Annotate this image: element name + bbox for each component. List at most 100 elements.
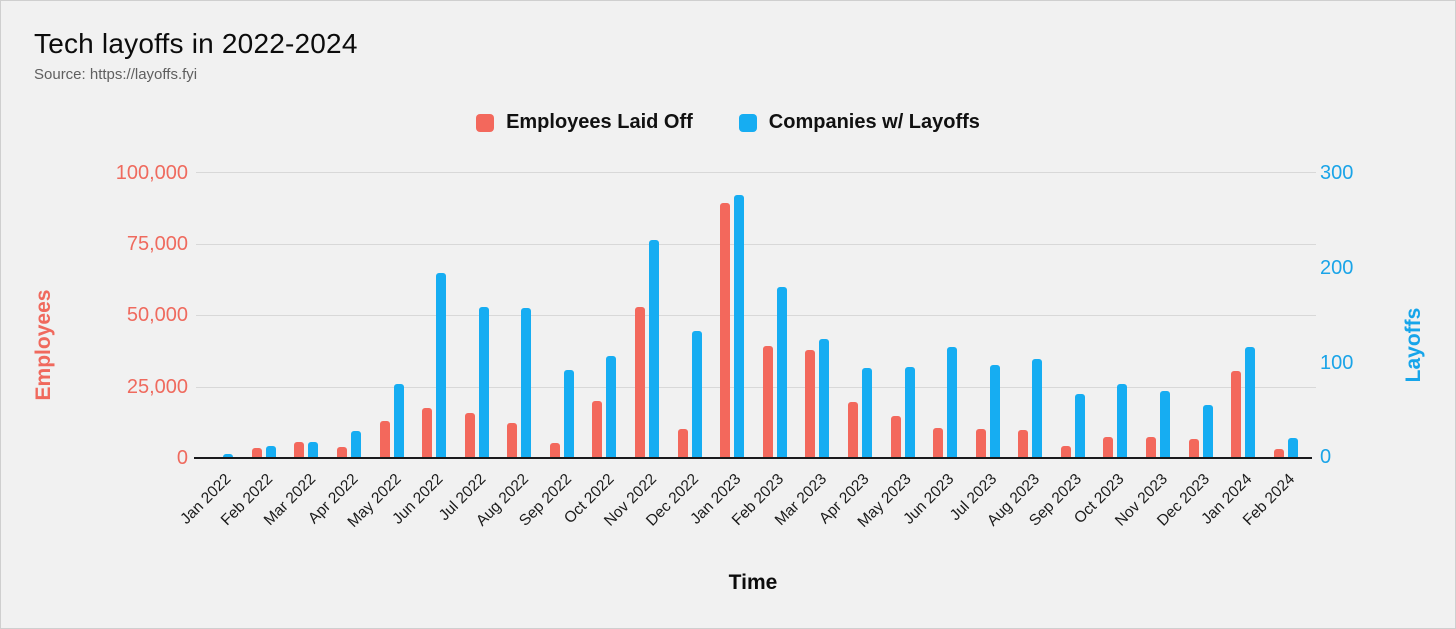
bar-companies-aug-2023 <box>1032 358 1043 458</box>
x-tick-label-may-2023: May 2023 <box>855 470 916 531</box>
y-left-tick-100000: 100,000 <box>115 162 188 184</box>
y-right-tick-100: 100 <box>1320 352 1354 374</box>
x-tick-label-jan-2022: Jan 2022 <box>176 470 234 528</box>
bar-employees-dec-2023 <box>1188 439 1199 458</box>
x-tick-label-feb-2024: Feb 2024 <box>1240 470 1299 529</box>
bar-employees-apr-2022 <box>337 446 348 458</box>
y-left-tick-25000: 25,000 <box>126 376 188 398</box>
x-tick-label-oct-2023: Oct 2023 <box>1071 470 1129 528</box>
bar-employees-dec-2022 <box>677 429 688 458</box>
bar-group-feb-2023 <box>754 172 797 458</box>
x-tick-label-may-2022: May 2022 <box>344 470 405 531</box>
bar-group-aug-2023 <box>1009 172 1052 458</box>
bar-companies-mar-2023 <box>819 338 830 458</box>
bar-group-dec-2023 <box>1179 172 1222 458</box>
bar-companies-may-2022 <box>393 383 404 458</box>
bar-companies-feb-2024 <box>1287 437 1298 458</box>
bar-group-apr-2023 <box>839 172 882 458</box>
bar-group-nov-2022 <box>626 172 669 458</box>
bar-employees-apr-2023 <box>847 402 858 458</box>
plot-area <box>194 172 1316 459</box>
bar-employees-mar-2022 <box>294 442 305 458</box>
x-tick-label-apr-2022: Apr 2022 <box>305 470 362 528</box>
bar-group-jun-2022 <box>413 172 456 458</box>
bar-group-aug-2022 <box>498 172 541 458</box>
x-tick-label-sep-2023: Sep 2023 <box>1026 470 1086 530</box>
bar-group-jul-2023 <box>966 172 1009 458</box>
bar-group-feb-2022 <box>243 172 286 458</box>
y-left-tick-0: 0 <box>176 447 188 469</box>
x-tick-label-feb-2023: Feb 2023 <box>729 470 788 529</box>
bar-employees-jun-2022 <box>422 407 433 458</box>
bar-employees-may-2023 <box>890 415 901 458</box>
x-tick-label-jan-2023: Jan 2023 <box>687 470 745 528</box>
x-tick-label-apr-2023: Apr 2023 <box>816 470 873 528</box>
bar-group-feb-2024 <box>1264 172 1307 458</box>
bar-group-oct-2023 <box>1094 172 1137 458</box>
bar-group-jul-2022 <box>455 172 498 458</box>
bar-companies-jun-2022 <box>436 273 447 458</box>
y-axis-left-title: Employees <box>32 289 55 401</box>
x-tick-label-jun-2023: Jun 2023 <box>900 470 958 528</box>
bar-group-jan-2024 <box>1222 172 1265 458</box>
bar-companies-oct-2023 <box>1117 383 1128 458</box>
bar-employees-mar-2023 <box>805 350 816 458</box>
bar-group-may-2023 <box>881 172 924 458</box>
y-right-tick-200: 200 <box>1320 257 1354 279</box>
bar-companies-may-2023 <box>904 367 915 458</box>
x-tick-label-feb-2022: Feb 2022 <box>218 470 277 529</box>
gridline-25000 <box>196 386 1316 388</box>
bar-employees-feb-2022 <box>251 447 262 458</box>
x-axis-title: Time <box>728 571 778 594</box>
bar-companies-jan-2022 <box>223 454 234 458</box>
bar-companies-sep-2023 <box>1074 394 1085 458</box>
gridline-50000 <box>196 315 1316 316</box>
bar-employees-oct-2023 <box>1103 437 1114 458</box>
bar-employees-sep-2022 <box>549 442 560 458</box>
bar-employees-jan-2024 <box>1231 371 1242 458</box>
bar-employees-jul-2023 <box>975 429 986 458</box>
y-axis-right-title: Layoffs <box>1402 307 1425 383</box>
bar-group-oct-2022 <box>583 172 626 458</box>
chart-source: Source: https://layoffs.fyi <box>34 66 198 83</box>
bar-companies-jan-2024 <box>1245 347 1256 458</box>
y-right-tick-300: 300 <box>1320 162 1354 184</box>
x-axis-line <box>194 457 1312 459</box>
gridline-75000 <box>196 243 1316 245</box>
bar-group-sep-2022 <box>541 172 584 458</box>
x-tick-label-oct-2022: Oct 2022 <box>560 470 618 528</box>
bar-companies-aug-2022 <box>521 308 532 458</box>
legend-label-companies: Companies w/ Layoffs <box>768 111 980 133</box>
bar-employees-aug-2023 <box>1018 429 1029 458</box>
bar-employees-nov-2023 <box>1146 436 1156 458</box>
bar-companies-sep-2022 <box>563 370 574 458</box>
bar-group-may-2022 <box>370 172 413 458</box>
bar-employees-feb-2024 <box>1273 449 1284 458</box>
x-tick-label-mar-2023: Mar 2023 <box>771 470 831 529</box>
legend-item-employees: Employees Laid Off <box>476 111 693 134</box>
bar-group-jun-2023 <box>924 172 967 458</box>
bar-companies-jul-2023 <box>989 364 1000 458</box>
gridline-100000 <box>196 172 1316 173</box>
bar-group-mar-2023 <box>796 172 839 458</box>
bar-employees-jul-2022 <box>464 413 475 458</box>
bar-group-sep-2023 <box>1052 172 1095 458</box>
x-tick-label-jun-2022: Jun 2022 <box>389 470 447 528</box>
bar-companies-feb-2023 <box>776 287 787 458</box>
bar-companies-dec-2023 <box>1202 404 1213 458</box>
bar-group-jan-2022 <box>200 172 243 458</box>
legend-label-employees: Employees Laid Off <box>506 111 693 133</box>
x-tick-label-dec-2022: Dec 2022 <box>643 470 703 530</box>
x-tick-label-nov-2022: Nov 2022 <box>600 470 660 530</box>
bar-group-jan-2023 <box>711 172 754 458</box>
legend-item-companies: Companies w/ Layoffs <box>738 111 980 134</box>
x-tick-label-nov-2023: Nov 2023 <box>1111 470 1171 530</box>
bar-group-nov-2023 <box>1137 172 1180 458</box>
legend-swatch-employees <box>476 113 495 132</box>
bar-companies-feb-2022 <box>265 445 276 458</box>
bar-group-apr-2022 <box>328 172 371 458</box>
bar-group-mar-2022 <box>285 172 328 458</box>
bar-employees-nov-2022 <box>635 307 646 458</box>
legend-swatch-companies <box>738 113 757 132</box>
